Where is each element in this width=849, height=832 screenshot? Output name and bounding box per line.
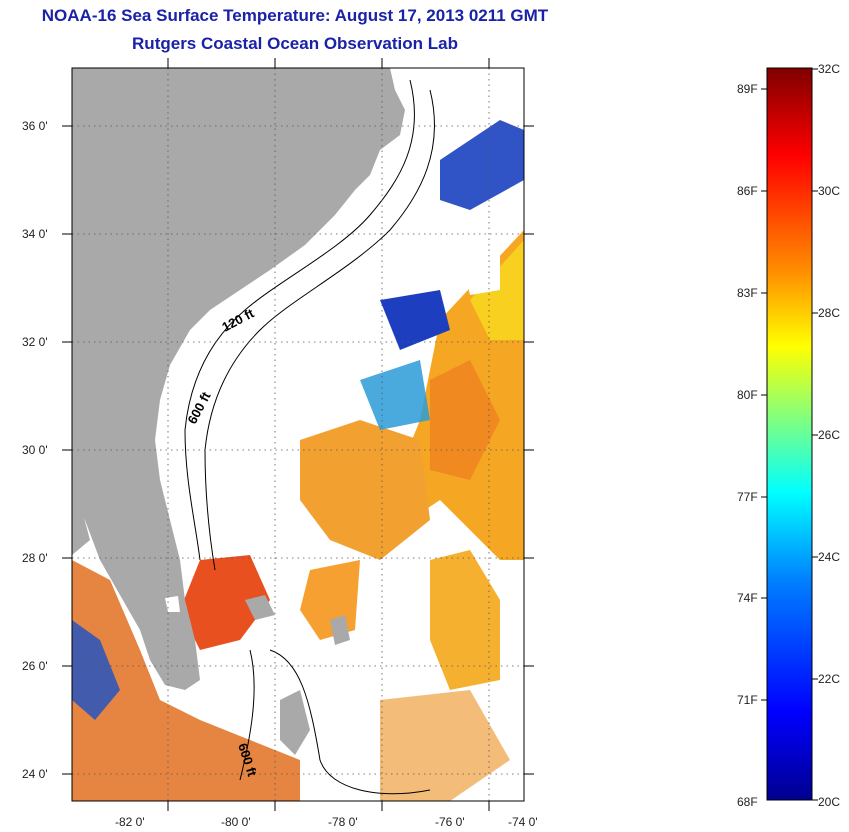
sst-patch-gulfstream [180, 555, 270, 650]
colorbar-c-label: 28C [818, 306, 840, 320]
sst-patch-south [72, 560, 300, 801]
frame-ticks [62, 58, 534, 811]
colorbar-ticks [761, 68, 818, 801]
colorbar-f-label: 89F [737, 82, 758, 96]
colorbar-f-label: 77F [737, 490, 758, 504]
colorbar-c-label: 24C [818, 550, 840, 564]
colorbar-f-label: 86F [737, 184, 758, 198]
colorbar-f-label: 80F [737, 388, 758, 402]
lon-label: -74 0' [508, 815, 538, 829]
bahamas-island [330, 615, 350, 645]
lat-label: 28 0' [22, 551, 48, 565]
sst-patch-gulf-blue [72, 620, 120, 720]
colorbar: 89F 86F 83F 80F 77F 74F 71F 68F 32C 30C … [737, 62, 840, 809]
us-east-coast-land [72, 68, 405, 690]
land-layer [72, 68, 405, 755]
lat-axis-labels: 36 0' 34 0' 32 0' 30 0' 28 0' 26 0' 24 0… [22, 119, 48, 781]
sst-patch-cool [360, 360, 430, 430]
colorbar-fahrenheit-labels: 89F 86F 83F 80F 77F 74F 71F 68F [737, 82, 758, 809]
lat-label: 24 0' [22, 767, 48, 781]
contour-600ft-south [239, 649, 255, 781]
sst-patch-southeast [380, 690, 510, 801]
grand-bahama-island [245, 595, 275, 620]
colorbar-c-label: 20C [818, 795, 840, 809]
contour-600ft [204, 89, 435, 571]
colorbar-celsius-labels: 32C 30C 28C 26C 24C 22C 20C [818, 62, 840, 809]
map-subtitle: Rutgers Coastal Ocean Observation Lab [132, 34, 458, 53]
lat-label: 36 0' [22, 119, 48, 133]
graticule [72, 68, 524, 801]
cloud-gap [460, 240, 500, 295]
lon-label: -80 0' [221, 815, 251, 829]
map-frame [71, 67, 525, 802]
lake-okeechobee [165, 596, 180, 612]
contour-120ft [184, 79, 415, 561]
colorbar-c-label: 22C [818, 672, 840, 686]
sst-patch-central [300, 420, 430, 560]
lon-label: -78 0' [328, 815, 358, 829]
lat-label: 34 0' [22, 227, 48, 241]
map-content [72, 68, 524, 801]
colorbar-c-label: 30C [818, 184, 840, 198]
contour-bahamas-bank [269, 649, 431, 795]
colorbar-f-label: 68F [737, 795, 758, 809]
colorbar-gradient [766, 67, 813, 801]
lon-label: -76 0' [435, 815, 465, 829]
andros-island [280, 690, 310, 755]
lat-label: 30 0' [22, 443, 48, 457]
lat-label: 32 0' [22, 335, 48, 349]
bathymetry-contours [184, 79, 435, 795]
colorbar-c-label: 32C [818, 62, 840, 76]
lon-label: -82 0' [115, 815, 145, 829]
gulf-coast-land [72, 495, 90, 555]
colorbar-f-label: 74F [737, 591, 758, 605]
colorbar-f-label: 71F [737, 693, 758, 707]
sst-patch-blue-ne [440, 120, 524, 210]
map-title: NOAA-16 Sea Surface Temperature: August … [41, 6, 549, 25]
sst-patch-east-low [430, 550, 500, 690]
colorbar-f-label: 83F [737, 286, 758, 300]
lat-label: 26 0' [22, 659, 48, 673]
sst-patch-blue-north [380, 290, 450, 350]
colorbar-c-label: 26C [818, 428, 840, 442]
lon-axis-labels: -82 0' -80 0' -78 0' -76 0' -74 0' [115, 815, 538, 829]
